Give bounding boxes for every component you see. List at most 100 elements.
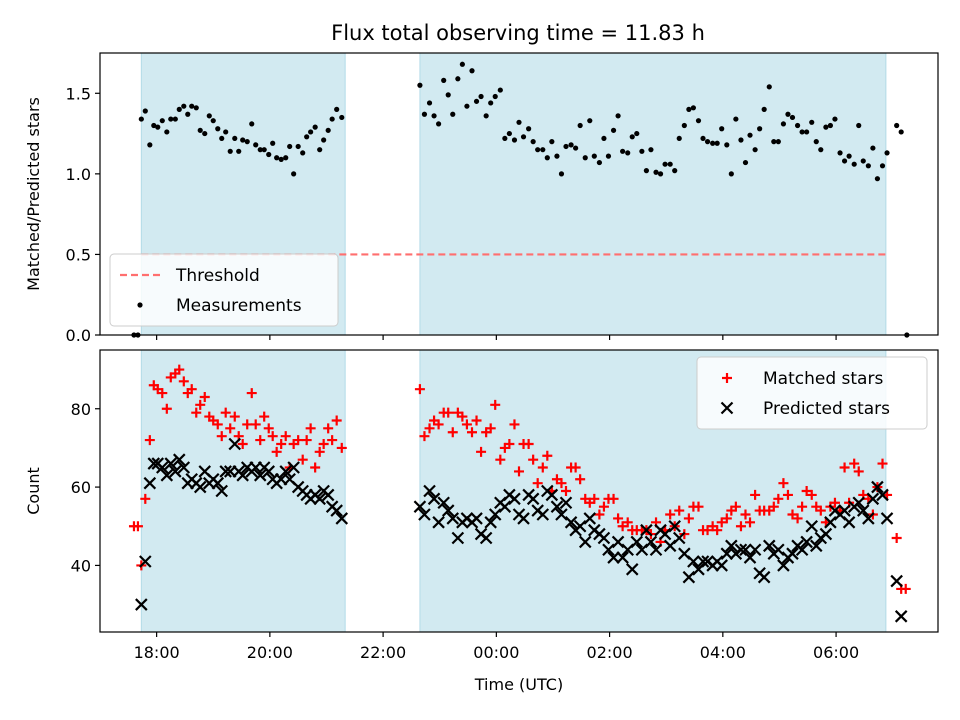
predicted-star-point	[696, 555, 710, 568]
data-point	[441, 77, 447, 83]
data-point	[450, 111, 456, 117]
matched-star-point	[140, 493, 151, 504]
data-point	[257, 147, 263, 153]
matched-star-point	[693, 501, 704, 512]
matched-star-point	[716, 517, 727, 528]
data-point	[634, 130, 640, 137]
predicted-star-point	[135, 598, 148, 611]
matched-star-point	[297, 454, 308, 465]
predicted-star-point	[838, 504, 851, 517]
data-point	[695, 118, 702, 124]
matched-star-point	[891, 533, 902, 543]
data-point	[459, 61, 465, 67]
data-point	[714, 140, 720, 146]
legend-marker	[722, 373, 732, 383]
predicted-star-point	[479, 531, 493, 545]
data-point	[601, 135, 607, 142]
predicted-star-point	[630, 535, 644, 549]
matched-star-point	[447, 427, 458, 438]
y-tick-label: 60	[71, 478, 91, 497]
data-point	[558, 171, 565, 177]
data-point	[747, 132, 753, 138]
matched-star-point	[271, 446, 282, 457]
predicted-star-point	[644, 535, 658, 549]
predicted-star-point	[583, 512, 597, 525]
matched-star-point	[773, 493, 784, 504]
data-point	[639, 148, 645, 154]
matched-star-point	[490, 399, 501, 410]
matched-star-point	[250, 419, 261, 430]
matched-star-point	[532, 478, 543, 489]
data-point	[295, 143, 301, 150]
predicted-star-point	[321, 488, 335, 502]
predicted-star-point	[526, 492, 540, 506]
data-point	[219, 135, 225, 142]
axes-frame	[99, 52, 939, 336]
predicted-star-point	[762, 539, 776, 553]
data-point	[587, 118, 593, 124]
data-point	[676, 135, 682, 142]
data-point	[421, 111, 428, 117]
data-point	[568, 142, 574, 148]
predicted-star-point	[611, 535, 625, 549]
data-point	[172, 116, 178, 122]
matched-star-point	[528, 454, 539, 465]
predicted-star-point	[871, 480, 884, 494]
legend-box	[109, 253, 339, 327]
data-point	[653, 169, 659, 175]
matched-star-point	[191, 407, 202, 418]
data-point	[159, 118, 165, 124]
data-point	[455, 76, 461, 82]
data-point	[710, 140, 716, 146]
data-point	[176, 106, 182, 112]
data-point	[516, 119, 522, 125]
predicted-star-point	[279, 465, 292, 478]
matched-star-point	[212, 419, 223, 430]
predicted-star-point	[715, 559, 728, 572]
legend-marker	[137, 302, 143, 308]
predicted-star-point	[330, 504, 343, 517]
matched-star-point	[570, 462, 581, 473]
matched-star-point	[589, 493, 600, 504]
data-point	[329, 116, 335, 122]
x-tick-label: 00:00	[473, 643, 519, 662]
predicted-star-point	[805, 519, 819, 533]
data-point	[142, 108, 148, 114]
predicted-star-point	[800, 535, 813, 549]
legend-label: Measurements	[176, 296, 302, 316]
data-point	[789, 114, 796, 121]
data-point	[667, 161, 673, 167]
data-point	[312, 124, 318, 130]
data-point	[278, 156, 284, 162]
x-axis-label: Time (UTC)	[474, 675, 563, 694]
predicted-star-point	[894, 610, 908, 623]
data-point	[300, 150, 306, 156]
predicted-star-point	[866, 492, 880, 506]
data-point	[497, 87, 503, 93]
matched-star-point	[331, 415, 342, 426]
matched-star-point	[712, 525, 723, 536]
y-tick-label: 0.5	[66, 245, 91, 264]
predicted-star-point	[824, 516, 837, 529]
data-point	[232, 135, 238, 142]
predicted-star-point	[607, 551, 620, 564]
matched-star-point	[853, 466, 864, 477]
matched-star-point	[721, 513, 732, 524]
data-point	[738, 137, 744, 143]
data-point	[841, 158, 848, 164]
data-point	[884, 150, 890, 156]
predicted-star-point	[432, 516, 445, 529]
matched-star-point	[433, 419, 444, 430]
data-point	[704, 139, 711, 145]
data-point	[236, 148, 242, 154]
data-point	[629, 134, 635, 140]
matched-star-point	[735, 521, 746, 532]
matched-star-point	[514, 466, 524, 477]
predicted-star-point	[418, 508, 431, 521]
data-point	[870, 145, 876, 151]
predicted-star-point	[809, 539, 823, 553]
data-point	[253, 142, 259, 148]
y-axis-label: Count	[24, 467, 43, 515]
data-point	[164, 129, 170, 135]
matched-star-point	[768, 501, 779, 512]
